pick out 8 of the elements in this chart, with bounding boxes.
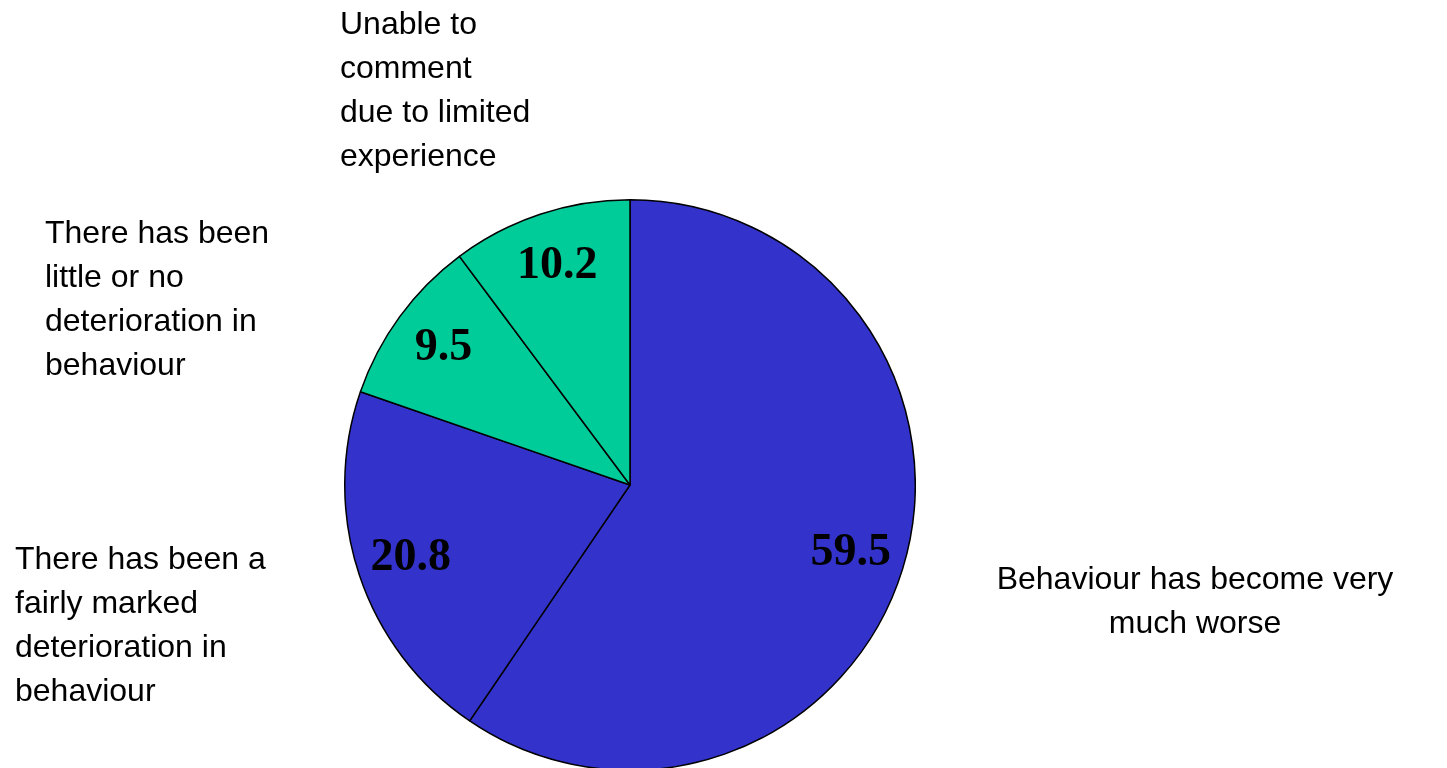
slice-label: Unable to comment due to limited experience — [340, 4, 532, 175]
slice-label: There has been a fairly marked deterioration in behaviour — [15, 539, 267, 710]
slice-label: There has been little or no deterioration in behaviour — [45, 213, 271, 384]
data-label: 10.2 — [516, 236, 598, 288]
slice-label: Behaviour has become very much worse — [995, 559, 1395, 642]
data-label: 9.5 — [414, 319, 473, 371]
data-label: 59.5 — [810, 523, 892, 575]
data-label: 20.8 — [370, 528, 451, 580]
